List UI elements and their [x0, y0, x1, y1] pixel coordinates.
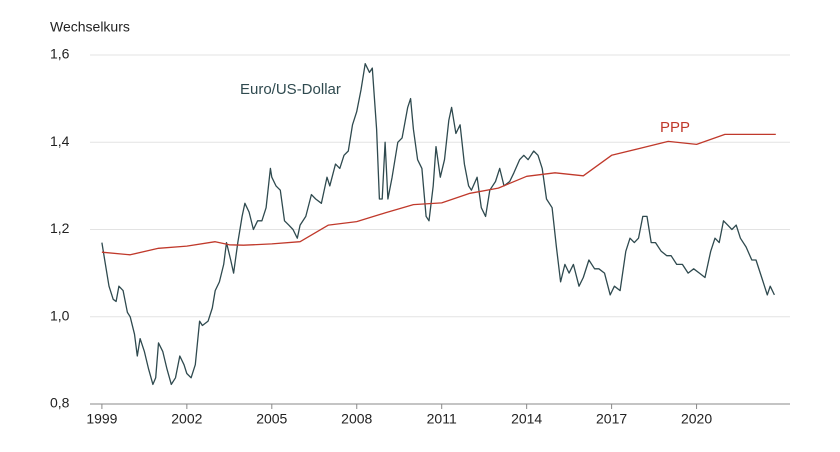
series-line: [101, 63, 775, 386]
y-tick-label: 1,2: [50, 220, 70, 236]
y-axis-label: Wechselkurs: [50, 19, 130, 35]
y-tick-label: 1,6: [50, 46, 70, 62]
x-tick-label: 2005: [256, 411, 287, 427]
x-tick-label: 2014: [511, 411, 542, 427]
x-tick-label: 2011: [427, 411, 457, 427]
series-label: Euro/US-Dollar: [240, 81, 341, 98]
y-tick-label: 0,8: [50, 395, 70, 411]
x-tick-label: 2008: [341, 411, 372, 427]
x-tick-label: 2002: [171, 411, 202, 427]
y-tick-label: 1,4: [50, 133, 70, 149]
x-tick-label: 2017: [596, 411, 627, 427]
series-line: [101, 133, 776, 256]
y-tick-label: 1,0: [50, 307, 70, 323]
x-tick-label: 1999: [86, 411, 117, 427]
series-label: PPP: [660, 119, 690, 136]
x-tick-label: 2020: [681, 411, 712, 427]
